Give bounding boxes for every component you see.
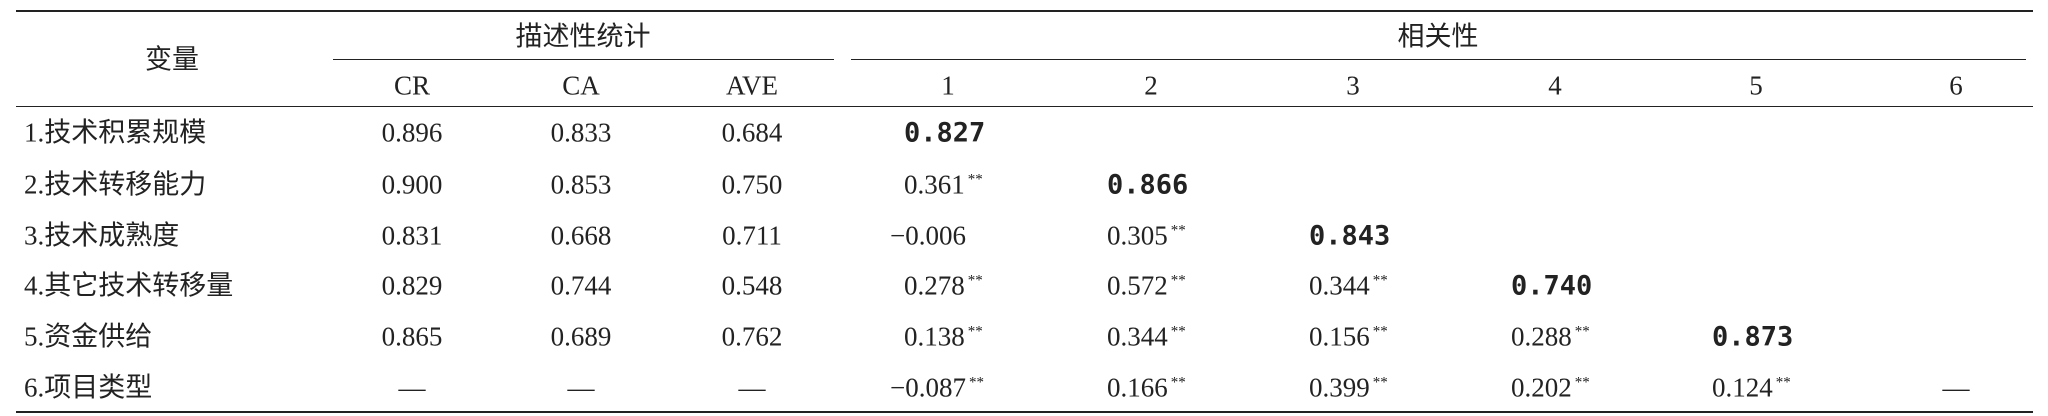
group-rule [333,59,834,60]
group-header: 描述性统计 [515,21,651,52]
column-header: CR [393,70,431,101]
corr-cell: — [1942,372,1970,403]
significance: ** [1775,374,1791,391]
stat-cell: — [567,372,595,403]
stat-cell: 0.900 [381,169,443,200]
significance: ** [1372,374,1388,391]
stat-cell: — [738,372,766,403]
significance: ** [1170,323,1186,340]
corr-cell: 0.399 ** [1309,372,1388,403]
column-header: 4 [1548,70,1562,101]
corr-cell: 0.202 ** [1511,372,1590,403]
corr-cell: 0.866 [1107,172,1188,199]
corr-value: 0.344 [1309,270,1370,301]
stat-cell: 0.668 [550,220,612,251]
corr-value: 0.843 [1309,220,1391,252]
corr-cell: 0.156 ** [1309,321,1388,352]
significance: ** [1170,272,1186,289]
corr-cell: −0.006 [890,220,966,251]
significance: ** [968,374,984,391]
significance: ** [1170,222,1186,239]
corr-cell: 0.344 ** [1309,270,1388,301]
corr-cell: 0.344 ** [1107,321,1186,352]
corr-cell: 0.138 ** [904,321,983,352]
stat-cell: 0.744 [550,270,612,301]
bottom-rule [16,411,2033,413]
row-label: 4.其它技术转移量 [24,270,234,301]
stat-cell: 0.896 [381,117,443,148]
column-header: 3 [1346,70,1360,101]
significance: ** [967,323,983,340]
corr-value: 0.305 [1107,220,1168,251]
row-label: 5.资金供给 [24,321,153,352]
row-label: 3.技术成熟度 [24,220,180,251]
corr-cell: 0.278 ** [904,270,983,301]
corr-cell: 0.740 [1511,273,1592,300]
corr-value: 0.399 [1309,372,1370,403]
corr-value: 0.873 [1712,321,1794,353]
stat-cell: 0.833 [550,117,612,148]
corr-value: 0.138 [904,321,965,352]
stat-cell: 0.829 [381,270,443,301]
row-label: 1.技术积累规模 [24,117,207,148]
stat-cell: 0.684 [721,117,783,148]
corr-cell: 0.873 [1712,324,1793,351]
column-header: 6 [1949,70,1963,101]
stat-cell: 0.750 [721,169,783,200]
group-rule [851,59,2026,60]
group-header: 相关性 [1397,21,1479,52]
corr-value: 0.572 [1107,270,1168,301]
significance: ** [1574,374,1590,391]
significance: ** [1170,374,1186,391]
corr-cell: 0.827 [904,120,985,147]
corr-value: −0.006 [890,220,966,251]
significance: ** [1372,323,1388,340]
header-rule [16,106,2033,107]
column-header: 2 [1144,70,1158,101]
stat-cell: 0.548 [721,270,783,301]
stat-cell: 0.865 [381,321,443,352]
corr-value: 0.344 [1107,321,1168,352]
stat-cell: 0.711 [722,220,782,251]
corr-value: 0.361 [904,169,965,200]
corr-value: 0.740 [1511,270,1593,302]
stat-cell: 0.831 [381,220,443,251]
corr-value: 0.866 [1107,169,1189,201]
stat-cell: 0.762 [721,321,783,352]
row-label: 2.技术转移能力 [24,169,207,200]
corr-cell: 0.305 ** [1107,220,1186,251]
corr-cell: 0.288 ** [1511,321,1590,352]
significance: ** [967,171,983,188]
significance: ** [1372,272,1388,289]
corr-cell: 0.124 ** [1712,372,1791,403]
corr-value: 0.166 [1107,372,1168,403]
column-header: 1 [941,70,955,101]
significance: ** [967,272,983,289]
row-label: 6.项目类型 [24,372,153,403]
corr-cell: 0.166 ** [1107,372,1186,403]
corr-value: 0.156 [1309,321,1370,352]
significance: ** [1574,323,1590,340]
corr-value: 0.124 [1712,372,1773,403]
variable-header: 变量 [145,44,199,75]
corr-value: 0.202 [1511,372,1572,403]
column-header: 5 [1749,70,1763,101]
corr-cell: −0.087 ** [890,372,984,403]
top-rule [16,10,2033,12]
column-header: AVE [725,70,779,101]
corr-cell: 0.572 ** [1107,270,1186,301]
corr-value: 0.288 [1511,321,1572,352]
stat-cell: 0.853 [550,169,612,200]
corr-value: 0.278 [904,270,965,301]
corr-cell: 0.361 ** [904,169,983,200]
column-header: CA [562,70,600,101]
corr-value: 0.827 [904,117,986,149]
corr-cell: 0.843 [1309,223,1390,250]
stat-cell: 0.689 [550,321,612,352]
corr-value: −0.087 [890,372,966,403]
stat-cell: — [398,372,426,403]
